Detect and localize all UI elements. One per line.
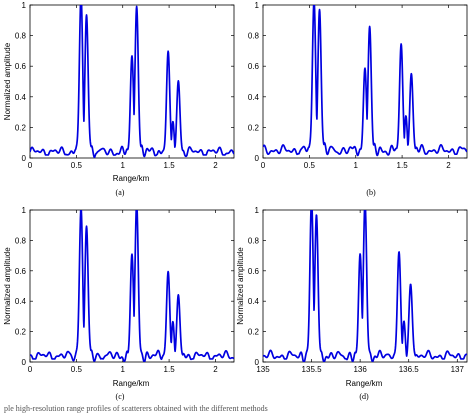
y-tick-label: 0.4 xyxy=(15,297,27,306)
x-tick-label: 0 xyxy=(28,365,33,374)
x-tick-label: 1.5 xyxy=(397,161,409,170)
chart-panel-4: 135 135.5 136 136.5 137 0 0.2 0.4 0.6 0.8 1 Normali… xyxy=(236,206,468,401)
figure-caption: ple high‑resolution range profiles of sc… xyxy=(4,404,268,413)
y-tick-label: 0 xyxy=(255,154,260,163)
x-tick-label: 137 xyxy=(451,365,465,374)
x-tick-label: 136.5 xyxy=(399,365,420,374)
panel-label: (d) xyxy=(359,392,369,401)
x-tick-label: 0.5 xyxy=(71,161,83,170)
y-tick-label: 0.8 xyxy=(248,236,260,245)
y-tick-label: 1 xyxy=(22,1,27,10)
range-profile-line xyxy=(30,210,234,362)
y-tick-label: 0.2 xyxy=(15,328,27,337)
x-tick-label: 0 xyxy=(28,161,33,170)
y-tick-label: 0.8 xyxy=(248,32,260,41)
panel-label: (b) xyxy=(366,188,376,197)
y-tick-label: 0 xyxy=(255,358,260,367)
chart-panel-2: 0 0.5 1 1.5 2 0 0.2 0.4 0.6 0.8 1 (b) xyxy=(248,1,468,197)
y-tick-label: 0.8 xyxy=(15,32,27,41)
x-tick-label: 2 xyxy=(213,161,218,170)
x-tick-label: 136 xyxy=(353,365,367,374)
x-tick-label: 2 xyxy=(213,365,218,374)
panel-label: (a) xyxy=(116,188,125,197)
x-tick-label: 135.5 xyxy=(302,365,323,374)
x-axis-label: Range/km xyxy=(113,174,150,183)
y-tick-label: 1 xyxy=(255,1,260,10)
range-profile-line xyxy=(263,210,467,362)
y-axis-label: Normalized amplitude xyxy=(3,247,12,325)
y-tick-label: 0.4 xyxy=(248,93,260,102)
x-tick-label: 2 xyxy=(446,161,451,170)
y-tick-label: 1 xyxy=(22,206,27,215)
y-tick-label: 0.8 xyxy=(15,236,27,245)
chart-panel-1: 0 0.5 1 1.5 2 0 0.2 0.4 0.6 0.8 1 Normalized amplit… xyxy=(3,1,235,197)
axes-frame xyxy=(29,4,235,159)
y-tick-label: 0.2 xyxy=(15,123,27,132)
y-tick-label: 0.6 xyxy=(248,267,260,276)
axes-frame xyxy=(262,4,468,159)
y-tick-label: 0.6 xyxy=(15,62,27,71)
y-tick-label: 1 xyxy=(255,206,260,215)
axes-frame xyxy=(29,209,235,363)
x-tick-label: 0.5 xyxy=(304,161,316,170)
x-tick-label: 1.5 xyxy=(164,161,176,170)
x-tick-label: 1 xyxy=(121,365,126,374)
panel-label: (c) xyxy=(116,392,125,401)
range-profile-line xyxy=(263,5,467,157)
y-tick-label: 0.2 xyxy=(248,328,260,337)
y-axis-label: Normalized amplitude xyxy=(236,247,245,325)
x-tick-label: 0 xyxy=(261,161,266,170)
y-tick-label: 0 xyxy=(22,154,27,163)
y-tick-label: 0.4 xyxy=(15,93,27,102)
x-tick-label: 1.5 xyxy=(164,365,176,374)
x-axis-label: Range/km xyxy=(113,379,150,388)
y-tick-label: 0.6 xyxy=(15,267,27,276)
x-axis-label: Range/km xyxy=(346,379,383,388)
y-axis-label: Normalized amplitude xyxy=(3,42,12,120)
x-tick-label: 1 xyxy=(354,161,359,170)
y-tick-label: 0.2 xyxy=(248,123,260,132)
y-tick-label: 0.6 xyxy=(248,62,260,71)
axes-frame xyxy=(262,209,468,363)
x-tick-label: 135 xyxy=(256,365,270,374)
range-profile-line xyxy=(30,5,234,158)
chart-panel-3: 0 0.5 1 1.5 2 0 0.2 0.4 0.6 0.8 1 Normalized amplit… xyxy=(3,206,235,401)
y-tick-label: 0 xyxy=(22,358,27,367)
x-tick-label: 0.5 xyxy=(71,365,83,374)
x-tick-label: 1 xyxy=(121,161,126,170)
y-tick-label: 0.4 xyxy=(248,297,260,306)
